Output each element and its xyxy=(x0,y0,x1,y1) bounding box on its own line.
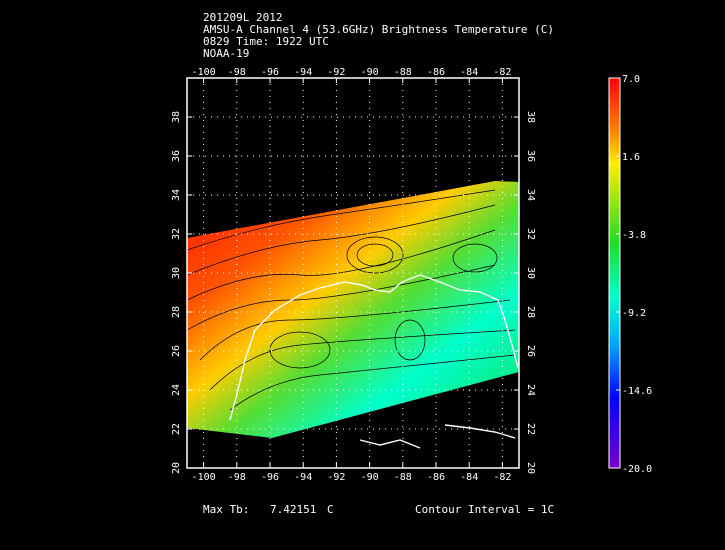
lat-label-left: 38 xyxy=(171,111,182,123)
colorbar-label: -20.0 xyxy=(622,464,652,475)
lat-label-right: 22 xyxy=(525,423,536,435)
lon-label-top: -84 xyxy=(460,67,478,78)
lon-label-bottom: -86 xyxy=(427,472,445,483)
lat-label-left: 34 xyxy=(171,189,182,201)
brightness-swath xyxy=(187,181,519,438)
lon-label-bottom: -92 xyxy=(327,472,345,483)
lon-label-top: -100 xyxy=(192,67,216,78)
lon-label-top: -82 xyxy=(493,67,511,78)
max-tb-unit: C xyxy=(327,503,334,516)
lat-label-right: 30 xyxy=(525,267,536,279)
lat-label-right: 20 xyxy=(525,462,536,474)
lon-label-bottom: -100 xyxy=(192,472,216,483)
header-line-3: 0829 Time: 1922 UTC xyxy=(203,35,329,48)
header-line-1: 201209L 2012 xyxy=(203,11,283,24)
lon-label-top: -88 xyxy=(394,67,412,78)
lon-label-top: -86 xyxy=(427,67,445,78)
colorbar-label: 7.0 xyxy=(622,74,640,85)
lon-label-bottom: -96 xyxy=(261,472,279,483)
lon-label-bottom: -94 xyxy=(294,472,312,483)
max-tb-label: Max Tb: xyxy=(203,503,250,516)
lat-label-right: 38 xyxy=(525,111,536,123)
lon-label-bottom: -98 xyxy=(228,472,246,483)
lat-label-right: 24 xyxy=(525,384,536,396)
lon-label-bottom: -90 xyxy=(361,472,379,483)
lat-label-right: 36 xyxy=(525,150,536,162)
lon-label-bottom: -82 xyxy=(493,472,511,483)
lat-label-left: 32 xyxy=(171,228,182,240)
coastline xyxy=(229,274,519,449)
lat-label-left: 24 xyxy=(171,384,182,396)
colorbar-label: 1.6 xyxy=(622,152,640,163)
lon-label-top: -90 xyxy=(361,67,379,78)
max-tb-value: 7.42151 xyxy=(270,503,317,516)
colorbar-label: -9.2 xyxy=(622,308,646,319)
lat-label-right: 32 xyxy=(525,228,536,240)
lat-label-left: 30 xyxy=(171,267,182,279)
lat-label-left: 20 xyxy=(171,462,182,474)
lon-label-top: -96 xyxy=(261,67,279,78)
lon-label-top: -92 xyxy=(327,67,345,78)
lat-label-left: 36 xyxy=(171,150,182,162)
lat-label-left: 26 xyxy=(171,345,182,357)
colorbar-label: -3.8 xyxy=(622,230,646,241)
header-line-4: NOAA-19 xyxy=(203,47,250,60)
lat-label-right: 28 xyxy=(525,306,536,318)
contour-interval: Contour Interval = 1C xyxy=(415,503,555,516)
graticule xyxy=(187,78,519,468)
header-line-2: AMSU-A Channel 4 (53.6GHz) Brightness Te… xyxy=(203,23,554,36)
lon-label-top: -98 xyxy=(228,67,246,78)
colorbar xyxy=(608,77,621,469)
lat-label-left: 28 xyxy=(171,306,182,318)
lon-label-bottom: -84 xyxy=(460,472,478,483)
lat-label-right: 34 xyxy=(525,189,536,201)
colorbar-label: -14.6 xyxy=(622,386,652,397)
lat-label-right: 26 xyxy=(525,345,536,357)
lat-label-left: 22 xyxy=(171,423,182,435)
lon-label-bottom: -88 xyxy=(394,472,412,483)
lon-label-top: -94 xyxy=(294,67,312,78)
